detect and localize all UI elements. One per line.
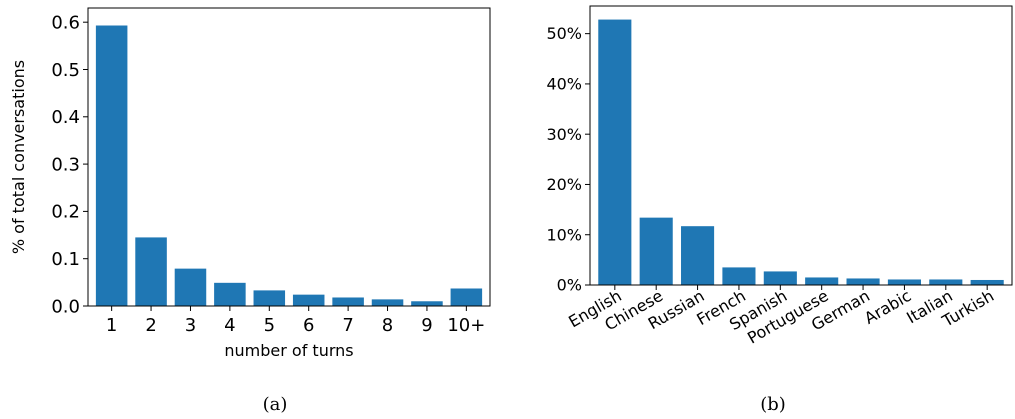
bar-10- [450,288,483,306]
x-tick-label: 1 [106,315,117,336]
y-tick-label: 0.4 [51,107,80,128]
y-tick-label: 0.0 [51,296,80,317]
y-tick-label: 50% [546,24,582,43]
bar-6 [292,294,325,306]
bar-5 [253,290,286,306]
bar-9 [411,301,443,306]
axes-frame [589,5,1013,286]
x-tick-label: 2 [145,315,156,336]
y-tick-label: 0.2 [51,202,80,223]
bar-french [722,267,756,285]
x-tick-label: 5 [264,315,275,336]
bar-spanish [763,271,797,285]
x-tick-label: 8 [382,315,393,336]
chart-turns: 0.0 0.1 0.2 0.3 0.4 0.5 0.6 1 2 3 4 5 6 7 8 9 10+ number … [9,7,491,360]
bar-1 [95,25,128,306]
y-tick-label: 20% [546,175,582,194]
y-tick-label: 10% [546,225,582,244]
x-tick-label: 4 [224,315,235,336]
bar-german [846,278,880,285]
bar-3 [174,268,207,306]
y-axis-label: % of total conversations [9,60,28,254]
chart-languages: 0%10%20%30%40%50%EnglishChineseRussianFr… [546,5,1013,348]
y-tick-label: 0% [557,276,582,295]
bar-chinese [639,217,673,285]
axes-frame [87,7,491,307]
y-tick-label: 0.1 [51,249,80,270]
x-tick-label: 6 [303,315,314,336]
y-tick-label: 30% [546,125,582,144]
bar-portuguese [805,277,839,285]
bar-turkish [970,279,1004,285]
caption-b: (b) [760,394,786,415]
x-tick-label: Arabic [861,286,914,328]
y-tick-label: 0.5 [51,60,80,81]
bar-4 [214,282,246,306]
x-tick-label: 3 [185,315,196,336]
x-tick-label: 10+ [447,315,485,336]
bar-8 [371,299,404,306]
bar-italian [929,279,963,285]
x-axis-label: number of turns [224,341,353,360]
bar-russian [681,226,715,285]
bar-arabic [887,279,921,285]
bar-7 [332,297,364,306]
caption-a: (a) [263,394,288,415]
bar-2 [135,237,167,306]
y-tick-label: 40% [546,75,582,94]
x-tick-label: 9 [421,315,432,336]
bar-english [598,19,632,286]
y-tick-label: 0.3 [51,154,80,175]
x-tick-label: 7 [342,315,353,336]
y-tick-label: 0.6 [51,12,80,33]
